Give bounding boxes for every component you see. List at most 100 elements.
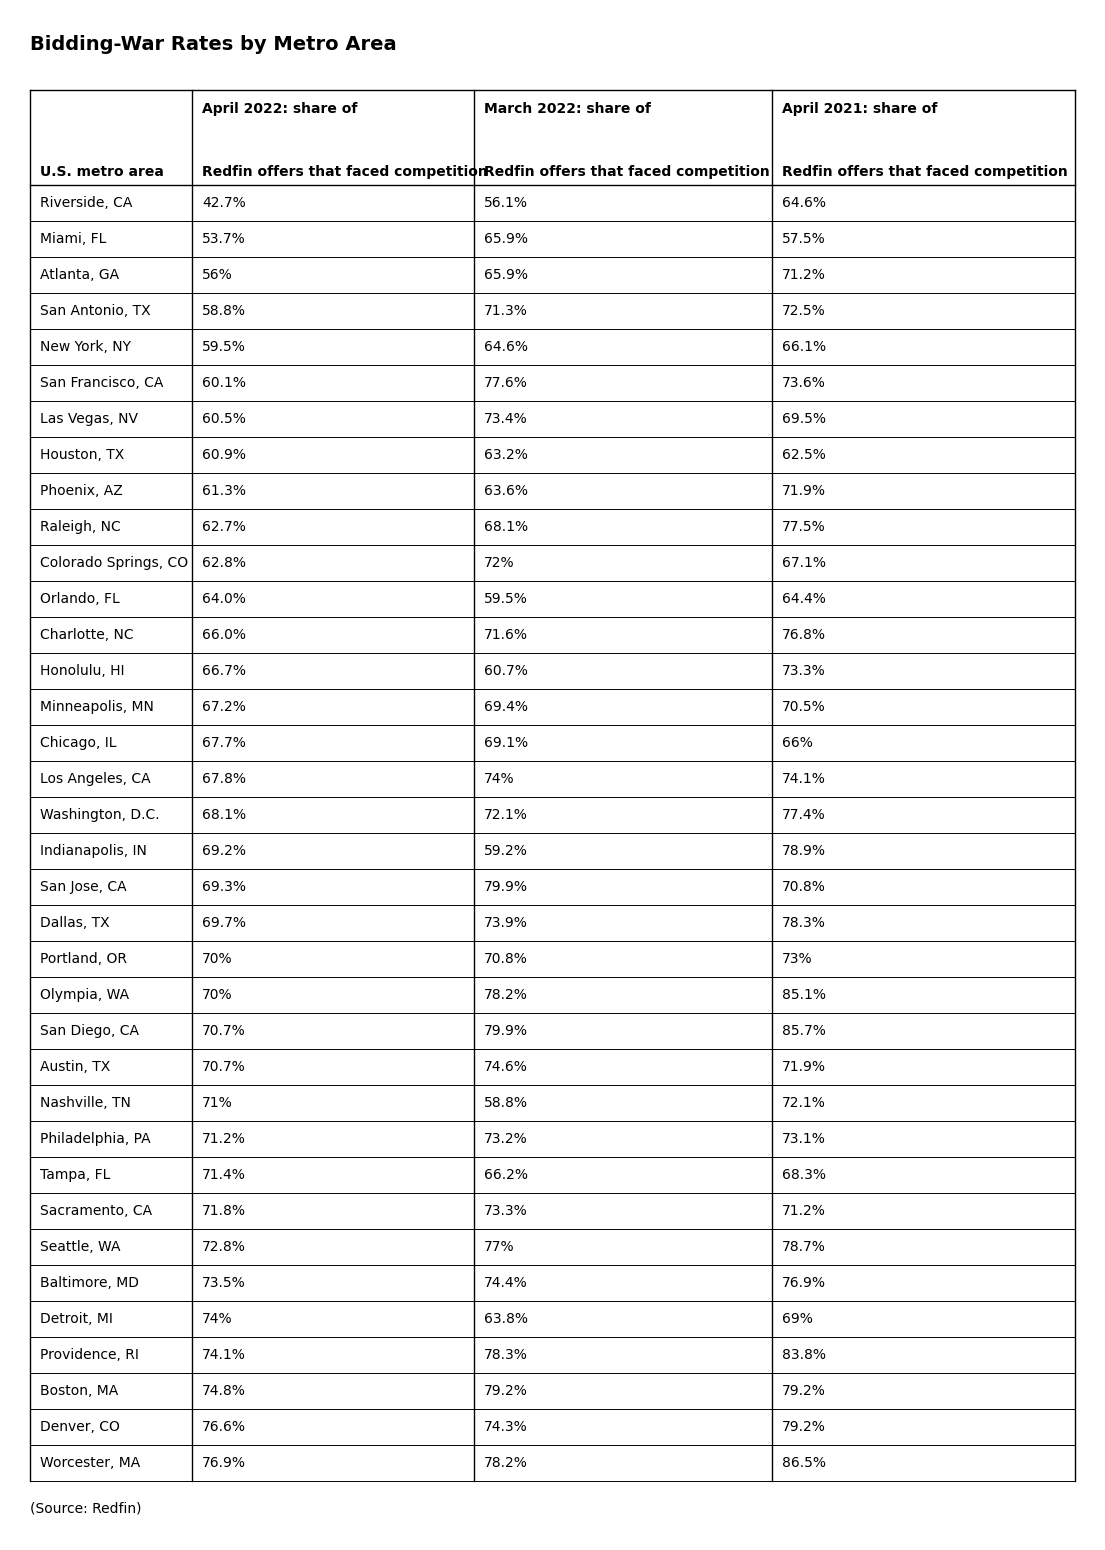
Text: 73.2%: 73.2%	[484, 1132, 528, 1145]
Text: Houston, TX: Houston, TX	[40, 448, 124, 462]
Text: 86.5%: 86.5%	[782, 1455, 825, 1469]
Text: 72.8%: 72.8%	[202, 1240, 245, 1254]
Text: 70.8%: 70.8%	[484, 952, 528, 966]
Text: 74.1%: 74.1%	[782, 772, 825, 786]
Text: 78.9%: 78.9%	[782, 845, 825, 859]
Text: 64.6%: 64.6%	[484, 339, 528, 353]
Text: 76.8%: 76.8%	[782, 628, 825, 642]
Text: 74.3%: 74.3%	[484, 1420, 528, 1434]
Text: 61.3%: 61.3%	[202, 484, 246, 498]
Text: 79.2%: 79.2%	[782, 1384, 825, 1398]
Text: 77.4%: 77.4%	[782, 808, 825, 822]
Text: 78.2%: 78.2%	[484, 1455, 528, 1469]
Text: Charlotte, NC: Charlotte, NC	[40, 628, 134, 642]
Text: Raleigh, NC: Raleigh, NC	[40, 519, 120, 535]
Text: 69%: 69%	[782, 1311, 813, 1325]
Text: 74.6%: 74.6%	[484, 1060, 528, 1074]
Text: Austin, TX: Austin, TX	[40, 1060, 110, 1074]
Text: 66.1%: 66.1%	[782, 339, 827, 353]
Text: 64.0%: 64.0%	[202, 592, 245, 606]
Text: 72%: 72%	[484, 556, 515, 570]
Text: 74%: 74%	[484, 772, 515, 786]
Text: 70.5%: 70.5%	[782, 701, 825, 715]
Text: Portland, OR: Portland, OR	[40, 952, 127, 966]
Text: Los Angeles, CA: Los Angeles, CA	[40, 772, 150, 786]
Text: 76.9%: 76.9%	[202, 1455, 246, 1469]
Text: 65.9%: 65.9%	[484, 268, 528, 282]
Text: 66.2%: 66.2%	[484, 1169, 528, 1183]
Text: Indianapolis, IN: Indianapolis, IN	[40, 845, 147, 859]
Text: 73.3%: 73.3%	[782, 663, 825, 677]
Text: 79.2%: 79.2%	[782, 1420, 825, 1434]
Text: 67.1%: 67.1%	[782, 556, 825, 570]
Text: 73.9%: 73.9%	[484, 916, 528, 930]
Text: 78.7%: 78.7%	[782, 1240, 825, 1254]
Text: 72.5%: 72.5%	[782, 304, 825, 318]
Text: 78.3%: 78.3%	[782, 916, 825, 930]
Text: 74.4%: 74.4%	[484, 1276, 528, 1290]
Text: 74.8%: 74.8%	[202, 1384, 245, 1398]
Text: 79.9%: 79.9%	[484, 880, 528, 894]
Text: 78.2%: 78.2%	[484, 987, 528, 1001]
Text: 66.7%: 66.7%	[202, 663, 246, 677]
Text: Bidding-War Rates by Metro Area: Bidding-War Rates by Metro Area	[30, 36, 397, 54]
Text: 64.4%: 64.4%	[782, 592, 825, 606]
Text: 73.5%: 73.5%	[202, 1276, 245, 1290]
Text: 69.4%: 69.4%	[484, 701, 528, 715]
Text: 63.2%: 63.2%	[484, 448, 528, 462]
Text: April 2021: share of: April 2021: share of	[782, 102, 937, 116]
Text: Baltimore, MD: Baltimore, MD	[40, 1276, 139, 1290]
Text: 71.2%: 71.2%	[202, 1132, 245, 1145]
Text: 57.5%: 57.5%	[782, 232, 825, 246]
Text: 72.1%: 72.1%	[782, 1096, 825, 1110]
Text: 73%: 73%	[782, 952, 812, 966]
Text: 69.5%: 69.5%	[782, 412, 825, 426]
Text: San Antonio, TX: San Antonio, TX	[40, 304, 150, 318]
Text: 66.0%: 66.0%	[202, 628, 246, 642]
Text: 67.2%: 67.2%	[202, 701, 245, 715]
Text: 63.8%: 63.8%	[484, 1311, 528, 1325]
Text: New York, NY: New York, NY	[40, 339, 131, 353]
Text: 74%: 74%	[202, 1311, 232, 1325]
Text: (Source: Redfin): (Source: Redfin)	[30, 1500, 141, 1514]
Text: Olympia, WA: Olympia, WA	[40, 987, 129, 1001]
Text: 70.7%: 70.7%	[202, 1060, 245, 1074]
Text: Seattle, WA: Seattle, WA	[40, 1240, 120, 1254]
Text: 69.1%: 69.1%	[484, 736, 528, 750]
Text: 63.6%: 63.6%	[484, 484, 528, 498]
Text: 77%: 77%	[484, 1240, 515, 1254]
Text: Detroit, MI: Detroit, MI	[40, 1311, 113, 1325]
Text: March 2022: share of: March 2022: share of	[484, 102, 651, 116]
Text: Atlanta, GA: Atlanta, GA	[40, 268, 119, 282]
Text: 59.5%: 59.5%	[202, 339, 245, 353]
Text: Tampa, FL: Tampa, FL	[40, 1169, 110, 1183]
Text: 69.7%: 69.7%	[202, 916, 246, 930]
Text: 67.8%: 67.8%	[202, 772, 246, 786]
Text: 79.2%: 79.2%	[484, 1384, 528, 1398]
Text: 71.4%: 71.4%	[202, 1169, 245, 1183]
Text: Phoenix, AZ: Phoenix, AZ	[40, 484, 123, 498]
Text: 79.9%: 79.9%	[484, 1025, 528, 1038]
Text: Redfin offers that faced competition: Redfin offers that faced competition	[202, 164, 487, 178]
Text: 71.8%: 71.8%	[202, 1204, 246, 1218]
Text: 85.7%: 85.7%	[782, 1025, 825, 1038]
Text: Las Vegas, NV: Las Vegas, NV	[40, 412, 138, 426]
Text: 73.3%: 73.3%	[484, 1204, 528, 1218]
Text: 71.9%: 71.9%	[782, 1060, 825, 1074]
Text: Nashville, TN: Nashville, TN	[40, 1096, 130, 1110]
Text: 77.5%: 77.5%	[782, 519, 825, 535]
Text: 56.1%: 56.1%	[484, 195, 528, 209]
Text: Providence, RI: Providence, RI	[40, 1348, 139, 1362]
Text: 53.7%: 53.7%	[202, 232, 245, 246]
Text: 59.2%: 59.2%	[484, 845, 528, 859]
Text: 71.3%: 71.3%	[484, 304, 528, 318]
Text: Honolulu, HI: Honolulu, HI	[40, 663, 125, 677]
Text: 60.5%: 60.5%	[202, 412, 245, 426]
Text: 71.6%: 71.6%	[484, 628, 528, 642]
Text: Redfin offers that faced competition: Redfin offers that faced competition	[782, 164, 1067, 178]
Text: April 2022: share of: April 2022: share of	[202, 102, 357, 116]
Text: Denver, CO: Denver, CO	[40, 1420, 119, 1434]
Text: 85.1%: 85.1%	[782, 987, 825, 1001]
Text: 68.1%: 68.1%	[484, 519, 528, 535]
Text: 73.1%: 73.1%	[782, 1132, 825, 1145]
